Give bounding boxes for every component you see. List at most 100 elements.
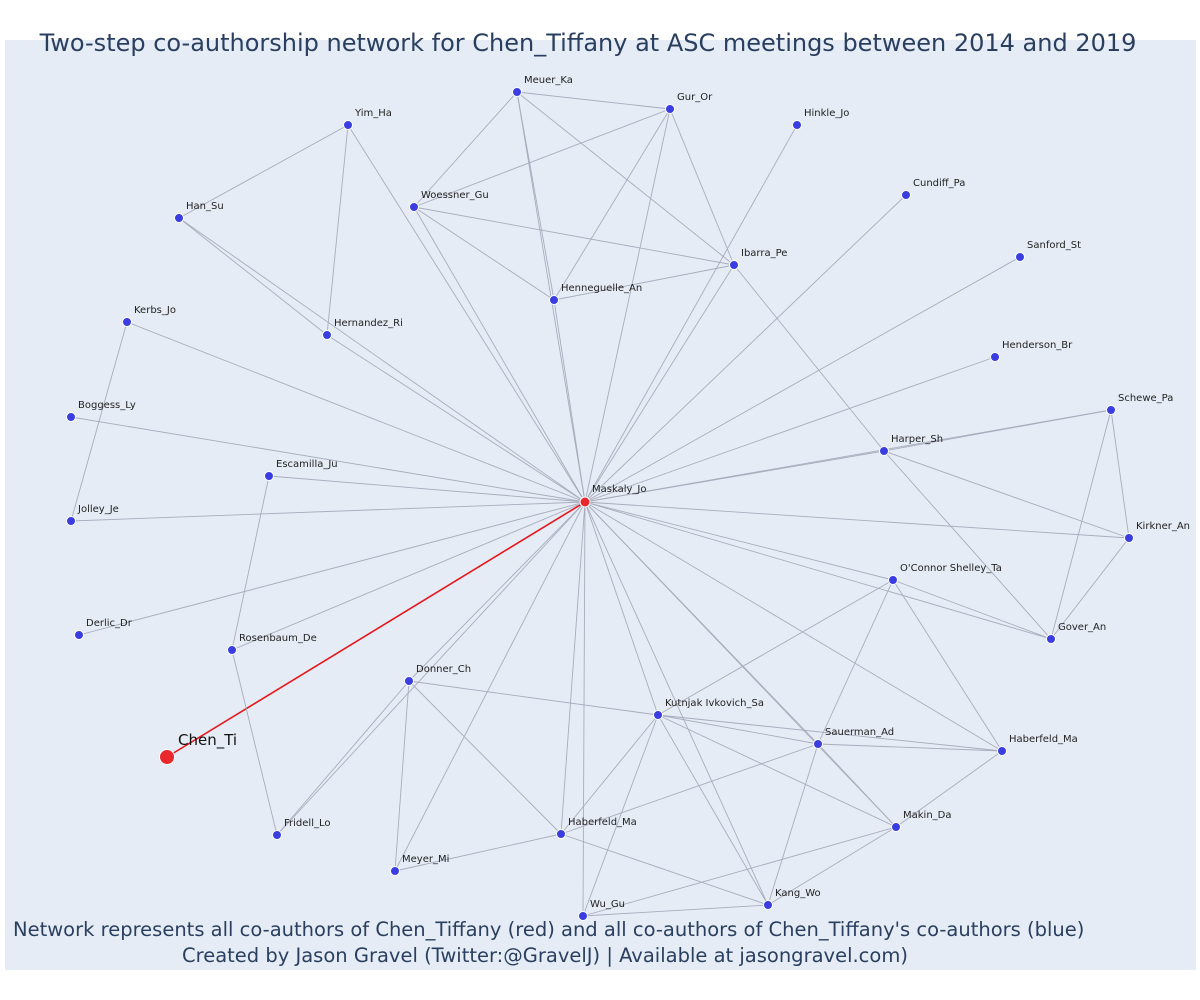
node-label-henneguelle-an: Henneguelle_An [561,283,642,294]
edge-maskaly-jo-jolley-je [70,501,586,522]
node-kirkner-an[interactable] [1124,533,1134,543]
node-gur-or[interactable] [665,104,675,114]
node-label-chen-ti: Chen_Ti [178,731,237,750]
footnote-line-2: Created by Jason Gravel (Twitter:@Gravel… [182,944,908,967]
node-label-kutnjak-ivkovich-sa: Kutnjak Ivkovich_Sa [665,698,764,709]
node-rosenbaum-de[interactable] [227,645,237,655]
edge-maskaly-jo-donner-ch [408,501,586,682]
node-yim-ha[interactable] [343,120,353,130]
node-label-haberfeld-ma-a: Haberfeld_Ma [568,817,637,828]
node-label-jolley-je: Jolley_Je [77,504,119,515]
edge-meuer-ka-ibarra-pe [516,91,735,266]
edge-maskaly-jo-o-connor-shelley-ta [584,501,894,581]
node-han-su[interactable] [174,213,184,223]
node-schewe-pa[interactable] [1106,405,1116,415]
node-fridell-lo[interactable] [272,830,282,840]
edge-maskaly-jo-hernandez-ri [326,334,586,503]
node-henneguelle-an[interactable] [549,295,559,305]
node-woessner-gu[interactable] [409,202,419,212]
node-escamilla-ju[interactable] [264,471,274,481]
edge-han-su-hernandez-ri [178,217,328,336]
edge-chen-ti-maskaly-jo [166,501,586,758]
node-o-connor-shelley-ta[interactable] [888,575,898,585]
edge-meuer-ka-henneguelle-an [516,91,555,301]
node-jolley-je[interactable] [66,516,76,526]
node-gover-an[interactable] [1046,634,1056,644]
node-label-rosenbaum-de: Rosenbaum_De [239,633,317,644]
node-makin-da[interactable] [891,822,901,832]
node-label-sauerman-ad: Sauerman_Ad [825,727,894,738]
edge-harper-sh-gover-an [883,450,1052,640]
edge-maskaly-jo-kutnjak-ivkovich-sa [584,501,659,716]
node-boggess-ly[interactable] [66,412,76,422]
edge-makin-da-wu-gu [582,826,897,917]
plot-background [5,40,1196,970]
node-kerbs-jo[interactable] [122,317,132,327]
node-derlic-dr[interactable] [74,630,84,640]
edge-o-connor-shelley-ta-haberfeld-ma-b [892,579,1003,752]
node-label-harper-sh: Harper_Sh [891,434,943,445]
node-harper-sh[interactable] [879,446,889,456]
node-sanford-st[interactable] [1015,252,1025,262]
edge-gur-or-woessner-gu [413,108,671,208]
node-label-makin-da: Makin_Da [903,810,952,821]
edge-woessner-gu-ibarra-pe [413,206,735,266]
node-label-kang-wo: Kang_Wo [775,888,821,899]
node-donner-ch[interactable] [404,676,414,686]
edge-harper-sh-kirkner-an [883,450,1130,539]
node-label-kirkner-an: Kirkner_An [1136,521,1190,532]
edge-ibarra-pe-harper-sh [733,264,885,452]
edge-o-connor-shelley-ta-sauerman-ad [817,579,894,745]
node-label-sanford-st: Sanford_St [1027,240,1081,251]
node-cundiff-pa[interactable] [901,190,911,200]
node-haberfeld-ma-a[interactable] [556,829,566,839]
edge-gur-or-henneguelle-an [553,108,671,301]
edge-maskaly-jo-yim-ha [347,124,586,503]
node-hernandez-ri[interactable] [322,330,332,340]
edge-maskaly-jo-haberfeld-ma-b [584,501,1003,752]
edge-yim-ha-han-su [178,124,349,219]
node-meyer-mi[interactable] [390,866,400,876]
node-wu-gu[interactable] [578,911,588,921]
edge-haberfeld-ma-a-meyer-mi [394,833,562,872]
node-label-gur-or: Gur_Or [677,92,713,103]
node-kutnjak-ivkovich-sa[interactable] [653,710,663,720]
edge-maskaly-jo-sanford-st [584,256,1021,503]
edge-yim-ha-hernandez-ri [326,124,349,336]
edge-maskaly-jo-han-su [178,217,586,503]
edge-sauerman-ad-makin-da [817,743,897,828]
edge-maskaly-jo-cundiff-pa [584,194,907,503]
edge-haberfeld-ma-a-kang-wo [560,833,769,906]
edge-maskaly-jo-fridell-lo [276,501,586,836]
node-meuer-ka[interactable] [512,87,522,97]
edge-maskaly-jo-henneguelle-an [553,299,586,503]
edge-maskaly-jo-escamilla-ju [268,475,586,503]
edge-kerbs-jo-jolley-je [70,321,128,522]
edge-donner-ch-meyer-mi [394,680,410,872]
edge-kang-wo-wu-gu [582,904,769,917]
node-maskaly-jo[interactable] [579,496,591,508]
node-sauerman-ad[interactable] [813,739,823,749]
edge-maskaly-jo-kang-wo [584,501,769,906]
edge-maskaly-jo-kirkner-an [584,501,1130,539]
edge-henneguelle-an-ibarra-pe [553,264,735,301]
edge-kirkner-an-gover-an [1050,537,1130,640]
node-chen-ti[interactable] [159,749,175,765]
edge-donner-ch-fridell-lo [276,680,410,836]
node-label-cundiff-pa: Cundiff_Pa [913,178,965,189]
edge-maskaly-jo-meyer-mi [394,501,586,872]
edge-maskaly-jo-henderson-br [584,356,996,503]
edge-kutnjak-ivkovich-sa-haberfeld-ma-b [657,714,1003,752]
node-haberfeld-ma-b[interactable] [997,746,1007,756]
node-henderson-br[interactable] [990,352,1000,362]
edge-donner-ch-haberfeld-ma-a [408,680,562,835]
node-ibarra-pe[interactable] [729,260,739,270]
edge-kutnjak-ivkovich-sa-wu-gu [582,714,659,917]
node-label-meyer-mi: Meyer_Mi [402,854,449,865]
node-label-derlic-dr: Derlic_Dr [86,618,133,629]
node-hinkle-jo[interactable] [792,120,802,130]
edges-layer [70,91,1130,917]
edge-gur-or-ibarra-pe [669,108,735,266]
node-kang-wo[interactable] [763,900,773,910]
